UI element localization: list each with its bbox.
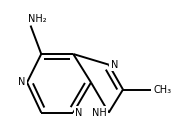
Text: CH₃: CH₃ bbox=[153, 85, 171, 95]
Text: NH₂: NH₂ bbox=[28, 14, 47, 24]
Text: N: N bbox=[75, 108, 82, 118]
Text: NH: NH bbox=[92, 108, 107, 118]
Text: N: N bbox=[18, 77, 25, 88]
Text: N: N bbox=[110, 60, 118, 70]
